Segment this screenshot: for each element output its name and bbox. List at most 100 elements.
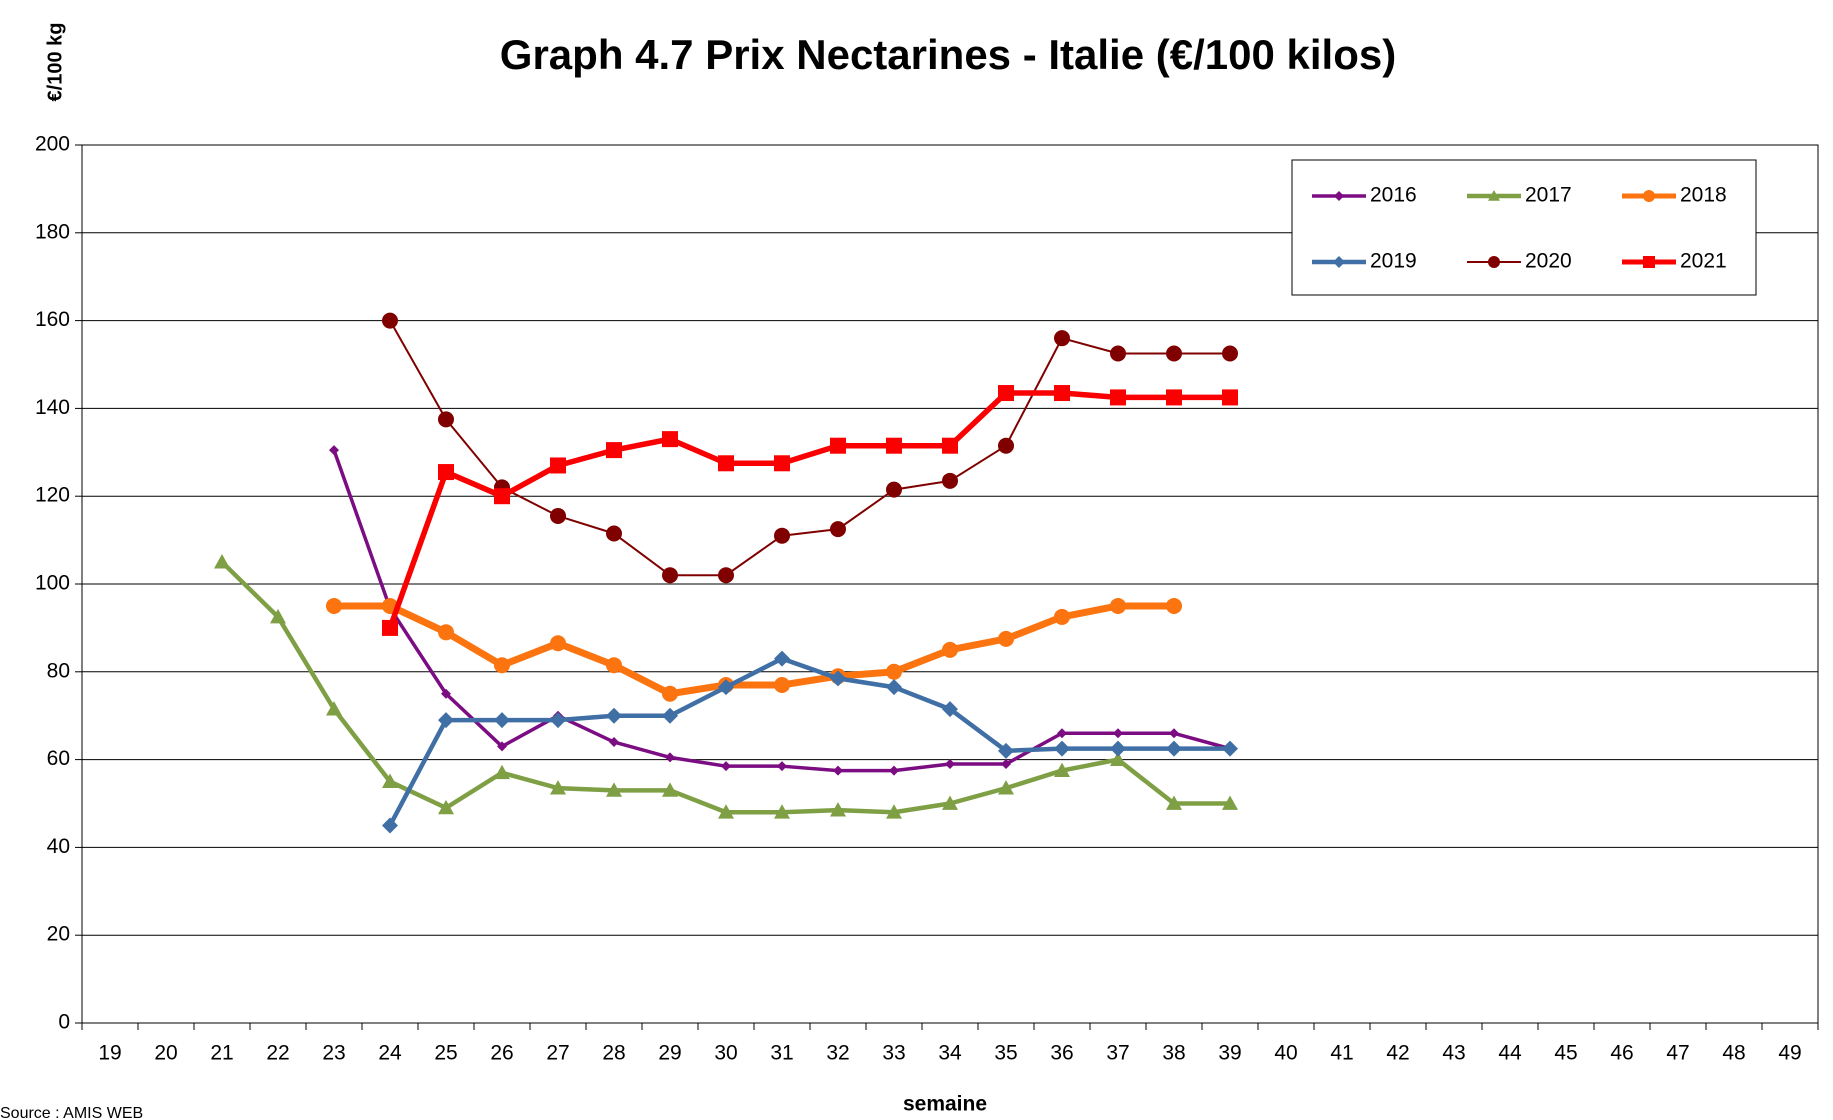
point bbox=[718, 804, 734, 819]
point bbox=[550, 457, 566, 474]
series-line bbox=[387, 390, 1230, 629]
point bbox=[494, 712, 510, 729]
y-tick-label: 160 bbox=[35, 308, 70, 331]
point bbox=[945, 758, 955, 769]
y-tick-label: 60 bbox=[47, 747, 70, 770]
x-tick-label: 46 bbox=[1610, 1042, 1633, 1065]
x-tick-label: 22 bbox=[266, 1042, 289, 1065]
point bbox=[718, 455, 734, 472]
point bbox=[1169, 728, 1179, 739]
point bbox=[1166, 597, 1182, 614]
point bbox=[1643, 256, 1655, 268]
y-tick-label: 80 bbox=[47, 659, 70, 682]
point bbox=[1110, 751, 1126, 766]
point bbox=[1113, 728, 1123, 739]
series-line bbox=[389, 320, 1230, 577]
point bbox=[1166, 389, 1182, 406]
point bbox=[777, 761, 787, 772]
point bbox=[550, 712, 566, 729]
point bbox=[942, 795, 958, 810]
point bbox=[606, 782, 622, 797]
x-tick-label: 19 bbox=[98, 1042, 121, 1065]
point bbox=[494, 657, 510, 674]
x-tick-label: 44 bbox=[1498, 1042, 1522, 1065]
point bbox=[774, 804, 790, 819]
x-tick-label: 35 bbox=[994, 1042, 1017, 1065]
point bbox=[774, 527, 790, 544]
point bbox=[382, 312, 398, 329]
y-axis-label: €/100 kg bbox=[44, 23, 66, 102]
point bbox=[942, 437, 958, 454]
point bbox=[662, 431, 678, 448]
x-tick-label: 45 bbox=[1554, 1042, 1577, 1065]
y-tick-label: 20 bbox=[47, 923, 70, 946]
point bbox=[214, 554, 230, 569]
point bbox=[998, 385, 1014, 402]
legend-label: 2017 bbox=[1525, 184, 1572, 207]
point bbox=[606, 707, 622, 724]
y-tick-label: 200 bbox=[35, 133, 70, 156]
point bbox=[1166, 345, 1182, 362]
point bbox=[662, 567, 678, 584]
point bbox=[438, 799, 454, 815]
x-tick-label: 31 bbox=[770, 1042, 793, 1065]
x-tick-label: 23 bbox=[322, 1042, 345, 1065]
point bbox=[942, 641, 958, 658]
point bbox=[1222, 389, 1238, 406]
point bbox=[774, 455, 790, 472]
point bbox=[494, 764, 510, 780]
point bbox=[886, 481, 902, 498]
x-tick-label: 48 bbox=[1722, 1042, 1745, 1065]
point bbox=[662, 782, 678, 797]
legend-label: 2016 bbox=[1370, 184, 1417, 207]
series-line bbox=[334, 602, 1174, 698]
point bbox=[329, 445, 339, 456]
point bbox=[382, 817, 398, 834]
point bbox=[441, 688, 451, 699]
series-line bbox=[388, 656, 1230, 827]
point bbox=[886, 679, 902, 696]
point bbox=[830, 437, 846, 454]
x-tick-label: 29 bbox=[658, 1042, 681, 1065]
x-tick-label: 43 bbox=[1442, 1042, 1465, 1065]
point bbox=[1222, 345, 1238, 362]
point bbox=[1110, 345, 1126, 362]
point bbox=[497, 741, 507, 752]
legend-label: 2021 bbox=[1680, 250, 1727, 273]
legend-label: 2020 bbox=[1525, 250, 1572, 273]
point bbox=[609, 737, 619, 748]
x-tick-label: 37 bbox=[1106, 1042, 1129, 1065]
point bbox=[886, 804, 902, 819]
point bbox=[606, 442, 622, 459]
point bbox=[721, 761, 731, 772]
x-axis-label: semaine bbox=[903, 1093, 987, 1116]
x-tick-label: 21 bbox=[210, 1042, 233, 1065]
point bbox=[1488, 190, 1500, 201]
point bbox=[1222, 795, 1238, 810]
x-tick-label: 36 bbox=[1050, 1042, 1073, 1065]
point bbox=[382, 619, 398, 636]
point bbox=[326, 701, 342, 716]
point bbox=[998, 742, 1014, 759]
x-tick-label: 49 bbox=[1778, 1042, 1801, 1065]
point bbox=[438, 712, 454, 729]
x-tick-label: 42 bbox=[1386, 1042, 1409, 1065]
point bbox=[998, 780, 1014, 795]
x-tick-label: 20 bbox=[154, 1042, 177, 1065]
point bbox=[1054, 608, 1070, 625]
point bbox=[886, 437, 902, 454]
x-tick-label: 41 bbox=[1330, 1042, 1353, 1065]
point bbox=[1110, 740, 1126, 757]
x-tick-label: 27 bbox=[546, 1042, 569, 1065]
point bbox=[382, 773, 398, 788]
point bbox=[718, 567, 734, 584]
point bbox=[718, 679, 734, 696]
point bbox=[438, 624, 454, 641]
point bbox=[270, 608, 286, 624]
x-tick-label: 28 bbox=[602, 1042, 625, 1065]
x-tick-label: 40 bbox=[1274, 1042, 1297, 1065]
point bbox=[1166, 740, 1182, 757]
chart-title: Graph 4.7 Prix Nectarines - Italie (€/10… bbox=[500, 31, 1396, 78]
y-tick-label: 0 bbox=[58, 1011, 70, 1034]
